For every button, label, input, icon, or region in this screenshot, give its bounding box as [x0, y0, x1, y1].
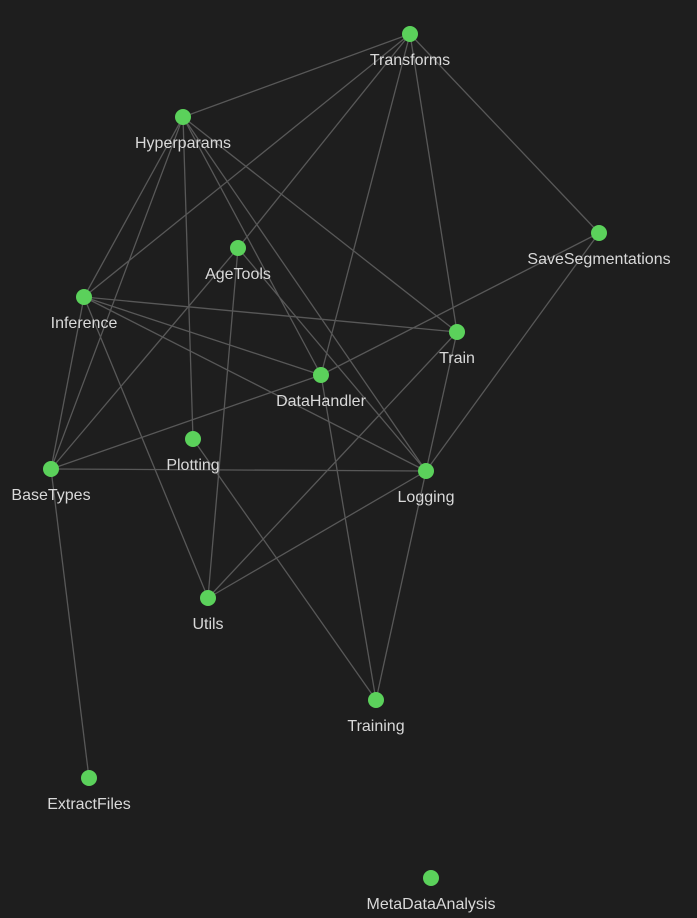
- edge-transforms-train: [409, 33, 458, 333]
- edge-savesegmentations-logging: [425, 232, 600, 472]
- node-dot[interactable]: [200, 590, 216, 606]
- node-label[interactable]: DataHandler: [276, 393, 367, 410]
- edge-train-logging: [425, 331, 458, 472]
- node-dot[interactable]: [418, 463, 434, 479]
- node-training[interactable]: Training: [347, 692, 405, 735]
- node-dot[interactable]: [185, 431, 201, 447]
- node-label[interactable]: Utils: [192, 616, 223, 633]
- edge-agetools-logging: [237, 247, 427, 472]
- node-dot[interactable]: [43, 461, 59, 477]
- edge-agetools-utils: [207, 247, 239, 599]
- edge-inference-utils: [83, 296, 209, 599]
- edge-transforms-hyperparams: [182, 33, 411, 118]
- edge-logging-training: [375, 470, 427, 701]
- node-utils[interactable]: Utils: [192, 590, 224, 633]
- node-inference[interactable]: Inference: [51, 289, 118, 332]
- edge-agetools-basetypes: [50, 247, 239, 470]
- node-dot[interactable]: [76, 289, 92, 305]
- node-dot[interactable]: [402, 26, 418, 42]
- edge-hyperparams-inference: [83, 116, 184, 298]
- node-dot[interactable]: [449, 324, 465, 340]
- node-dot[interactable]: [591, 225, 607, 241]
- node-agetools[interactable]: AgeTools: [205, 240, 271, 283]
- edge-transforms-inference: [83, 33, 411, 298]
- edge-inference-basetypes: [50, 296, 85, 470]
- node-plotting[interactable]: Plotting: [166, 431, 220, 474]
- edge-inference-datahandler: [83, 296, 322, 376]
- edge-plotting-training: [192, 438, 377, 701]
- graph-nodes: Transforms Hyperparams SaveSegmentations Ag…: [11, 26, 671, 913]
- node-transforms[interactable]: Transforms: [370, 26, 450, 69]
- node-train[interactable]: Train: [439, 324, 475, 367]
- node-dot[interactable]: [230, 240, 246, 256]
- node-dot[interactable]: [423, 870, 439, 886]
- node-extractfiles[interactable]: ExtractFiles: [47, 770, 131, 813]
- edge-logging-utils: [207, 470, 427, 599]
- node-label[interactable]: Logging: [398, 489, 455, 506]
- node-metadataanalysis[interactable]: MetaDataAnalysis: [367, 870, 496, 913]
- node-hyperparams[interactable]: Hyperparams: [135, 109, 231, 152]
- node-datahandler[interactable]: DataHandler: [276, 367, 367, 410]
- node-label[interactable]: Inference: [51, 315, 118, 332]
- edge-basetypes-logging: [50, 468, 427, 472]
- node-label[interactable]: BaseTypes: [11, 487, 90, 504]
- node-dot[interactable]: [175, 109, 191, 125]
- node-label[interactable]: SaveSegmentations: [527, 251, 670, 268]
- node-label[interactable]: Plotting: [166, 457, 219, 474]
- edge-datahandler-training: [320, 374, 377, 701]
- edge-hyperparams-plotting: [182, 116, 194, 440]
- node-savesegmentations[interactable]: SaveSegmentations: [527, 225, 671, 268]
- edge-hyperparams-train: [182, 116, 458, 333]
- node-basetypes[interactable]: BaseTypes: [11, 461, 91, 504]
- edge-hyperparams-logging: [182, 116, 427, 472]
- node-label[interactable]: Transforms: [370, 52, 450, 69]
- edge-train-utils: [207, 331, 458, 599]
- edge-savesegmentations-datahandler: [320, 232, 600, 376]
- node-dot[interactable]: [368, 692, 384, 708]
- node-dot[interactable]: [313, 367, 329, 383]
- edge-hyperparams-datahandler: [182, 116, 322, 376]
- edge-inference-logging: [83, 296, 427, 472]
- edge-inference-train: [83, 296, 458, 333]
- node-label[interactable]: AgeTools: [205, 266, 271, 283]
- edge-hyperparams-basetypes: [50, 116, 184, 470]
- node-label[interactable]: Training: [347, 718, 404, 735]
- node-label[interactable]: Train: [439, 350, 475, 367]
- edge-transforms-datahandler: [320, 33, 411, 376]
- edge-transforms-agetools: [237, 33, 411, 249]
- edge-transforms-savesegmentations: [409, 33, 600, 234]
- node-dot[interactable]: [81, 770, 97, 786]
- edge-datahandler-basetypes: [50, 374, 322, 470]
- node-logging[interactable]: Logging: [398, 463, 455, 506]
- node-label[interactable]: MetaDataAnalysis: [367, 896, 496, 913]
- node-label[interactable]: ExtractFiles: [47, 796, 131, 813]
- node-label[interactable]: Hyperparams: [135, 135, 231, 152]
- edge-basetypes-extractfiles: [50, 468, 90, 779]
- graph-edges: [50, 33, 600, 779]
